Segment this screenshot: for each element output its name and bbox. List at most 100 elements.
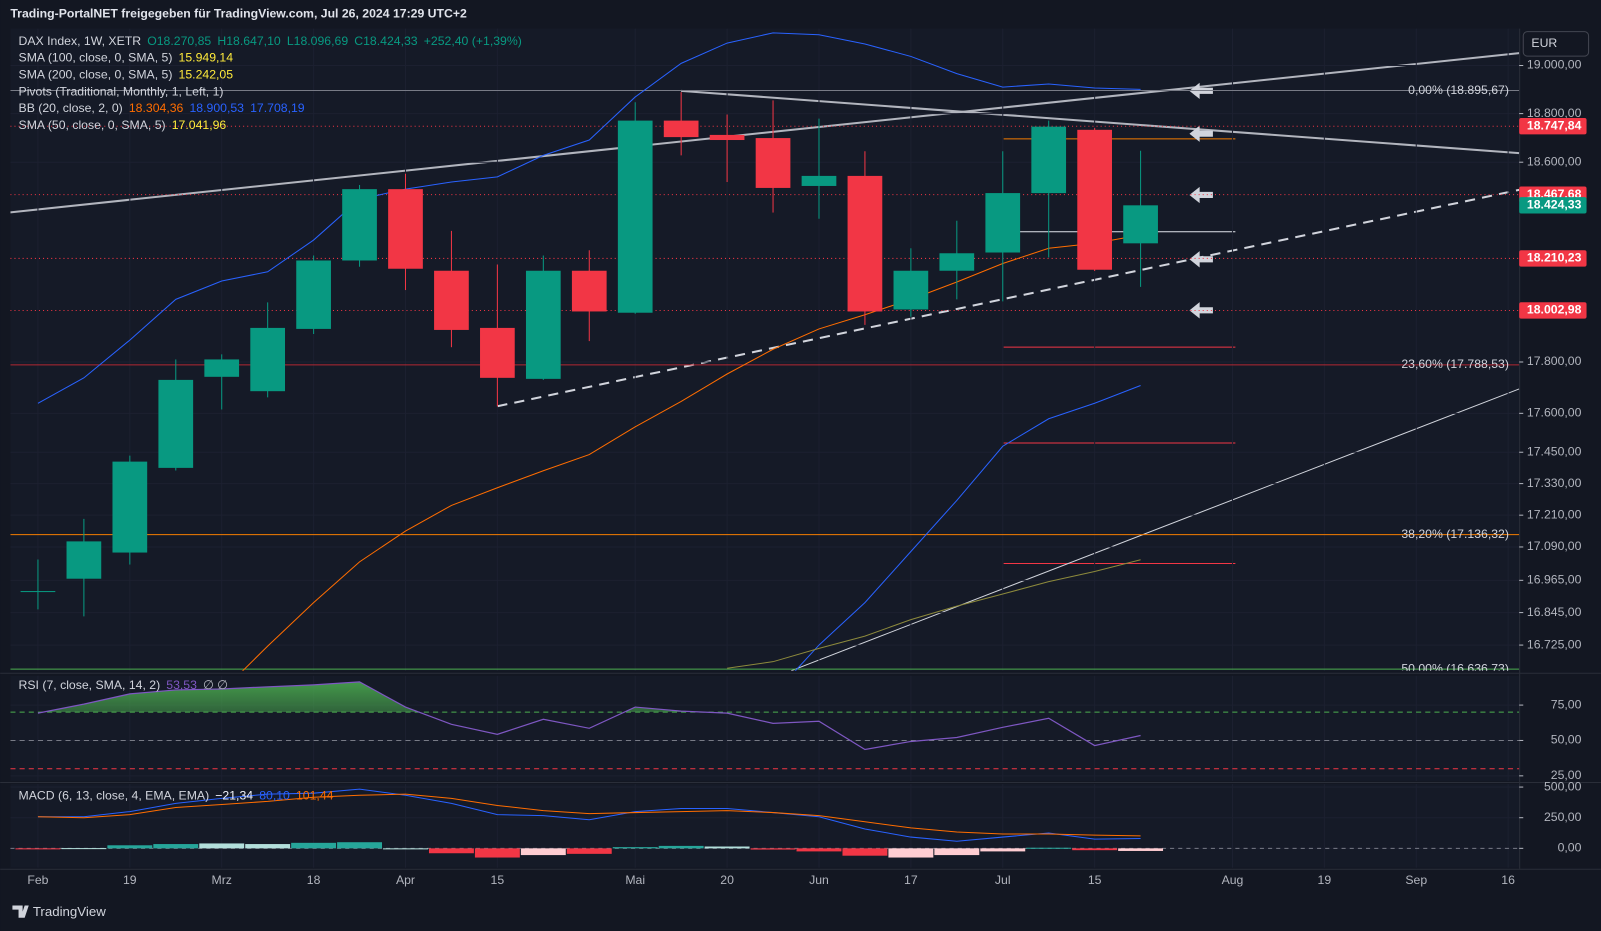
legend-name: DAX Index, 1W, XETR (19, 34, 142, 48)
x-tick-label: 15 (1088, 873, 1102, 887)
candle-body (617, 120, 653, 313)
y-tick-label: 500,00 (1544, 779, 1582, 793)
legend-value: −21,34 (215, 788, 253, 802)
y-tick-label: 17.600,00 (1527, 406, 1582, 420)
legend-name: BB (20, close, 2, 0) (19, 101, 123, 115)
x-tick-label: Apr (396, 873, 415, 887)
histogram-bar (153, 844, 199, 849)
x-tick-label: 15 (491, 873, 505, 887)
legend-value: ∅ ∅ (203, 678, 228, 692)
legend-value: 18.900,53 (189, 101, 244, 115)
candle-body (1077, 129, 1113, 270)
trend-line (10, 52, 1520, 214)
legend-value: 15.949,14 (179, 51, 234, 65)
histogram-bar (474, 848, 520, 858)
y-tick-label: 17.210,00 (1527, 507, 1582, 521)
pane-layer (10, 786, 1520, 858)
currency[interactable]: EUR (1531, 36, 1557, 50)
candle-body (1123, 205, 1158, 244)
legend-value: 17.041,96 (172, 118, 227, 132)
candle-body (250, 327, 286, 392)
macd-line (37, 793, 1141, 837)
legend-name: RSI (7, close, SMA, 14, 2) (19, 678, 161, 692)
y-tick-label: 16.725,00 (1527, 637, 1582, 651)
legend-entry: RSI (7, close, SMA, 14, 2) 53,53 ∅ ∅ (19, 678, 228, 692)
pane-layer (10, 681, 1520, 777)
legend-name: SMA (200, close, 0, SMA, 5) (19, 68, 173, 82)
histogram-bar (428, 848, 474, 854)
arrow (1189, 251, 1213, 268)
histogram-bar (199, 843, 245, 849)
x-tick-label: 19 (1318, 873, 1332, 887)
y-tick-label: 0,00 (1558, 841, 1582, 855)
x-tick-label: Sep (1405, 873, 1427, 887)
y-tick-label: 16.845,00 (1527, 605, 1582, 619)
y-tick-label: 50,00 (1551, 733, 1582, 747)
histogram-bar (1118, 848, 1164, 851)
fib-label: 38,20% (17.136,32) (1401, 527, 1509, 541)
fib-label: 0,00% (18.895,67) (1408, 83, 1509, 97)
trend-line-dashed (497, 188, 1520, 408)
histogram-bar (888, 848, 934, 858)
main-pane (10, 28, 1520, 671)
header: Trading-PortalNET freigegeben für Tradin… (10, 7, 467, 21)
legend-name: SMA (100, close, 0, SMA, 5) (19, 51, 173, 65)
y-tick-label: 19.000,00 (1527, 58, 1582, 72)
y-tick-label: 17.800,00 (1527, 354, 1582, 368)
x-tick-label: 20 (720, 873, 734, 887)
legend-value: 53,53 (166, 678, 197, 692)
candle-body (571, 270, 607, 312)
candle-body (985, 193, 1021, 253)
arrow (1189, 125, 1213, 142)
legend-entry: BB (20, close, 2, 0) 18.304,36 18.900,53 17… (19, 101, 305, 115)
histogram-bar (980, 848, 1026, 852)
histogram-bar (934, 848, 980, 856)
legend-entry: MACD (6, 13, close, 4, EMA, EMA) −21,34 80… (19, 788, 334, 802)
currency-box[interactable] (1522, 31, 1590, 57)
y-tick-label: 17.090,00 (1527, 539, 1582, 553)
x-tick-label: Aug (1222, 873, 1244, 887)
histogram-bar (658, 845, 704, 849)
x-tick-label: Jul (995, 873, 1011, 887)
legend-entry: SMA (50, close, 0, SMA, 5) 17.041,96 (19, 118, 227, 132)
legend-value: L18.096,69 (287, 34, 348, 48)
candle-body (939, 253, 975, 271)
histogram-bar (291, 842, 337, 849)
histogram-bar (383, 848, 428, 850)
histogram-bar (704, 846, 750, 849)
candle-body (1031, 126, 1067, 194)
y-tick-label: 75,00 (1551, 697, 1582, 711)
candle-body (755, 138, 791, 188)
indicator-line (242, 234, 1141, 671)
legend-value: C18.424,33 (354, 34, 418, 48)
pane-layer: 0,00% (18.895,67) 23,60% (17.788,53) 38,20… (10, 32, 1520, 671)
legend-name: Pivots (Traditional, Monthly, 1, Left, 1… (19, 85, 224, 99)
histogram-bar (796, 848, 842, 852)
fib-label: 23,60% (17.788,53) (1401, 357, 1509, 371)
legend-value: 18.304,36 (129, 101, 184, 115)
candle-body (847, 175, 883, 312)
candle-body (663, 120, 699, 138)
legend-value: +252,40 (+1,39%) (424, 34, 522, 48)
candle-body (388, 189, 423, 269)
histogram-bar (61, 848, 107, 850)
candle-body (893, 270, 929, 310)
price-label: 18.210,23 (1527, 251, 1582, 265)
candle-body (801, 175, 837, 186)
price-label-box (1519, 118, 1587, 135)
candle-body (296, 260, 331, 329)
x-tick-label: 16 (1501, 873, 1515, 887)
legend-entry: SMA (200, close, 0, SMA, 5) 15.242,05 (19, 68, 234, 82)
legend-name: MACD (6, 13, close, 4, EMA, EMA) (19, 788, 210, 802)
candle-body (525, 270, 561, 379)
histogram-bar (520, 848, 566, 856)
price-label-box (1519, 302, 1587, 319)
macd-line (37, 788, 1141, 842)
candle-body (112, 461, 148, 553)
legend-value: 101,44 (296, 788, 334, 802)
y-tick-label: 16.965,00 (1527, 573, 1582, 587)
x-tick-label: Mai (625, 873, 645, 887)
indicator-line (794, 385, 1141, 671)
indicator-line (37, 32, 1141, 404)
